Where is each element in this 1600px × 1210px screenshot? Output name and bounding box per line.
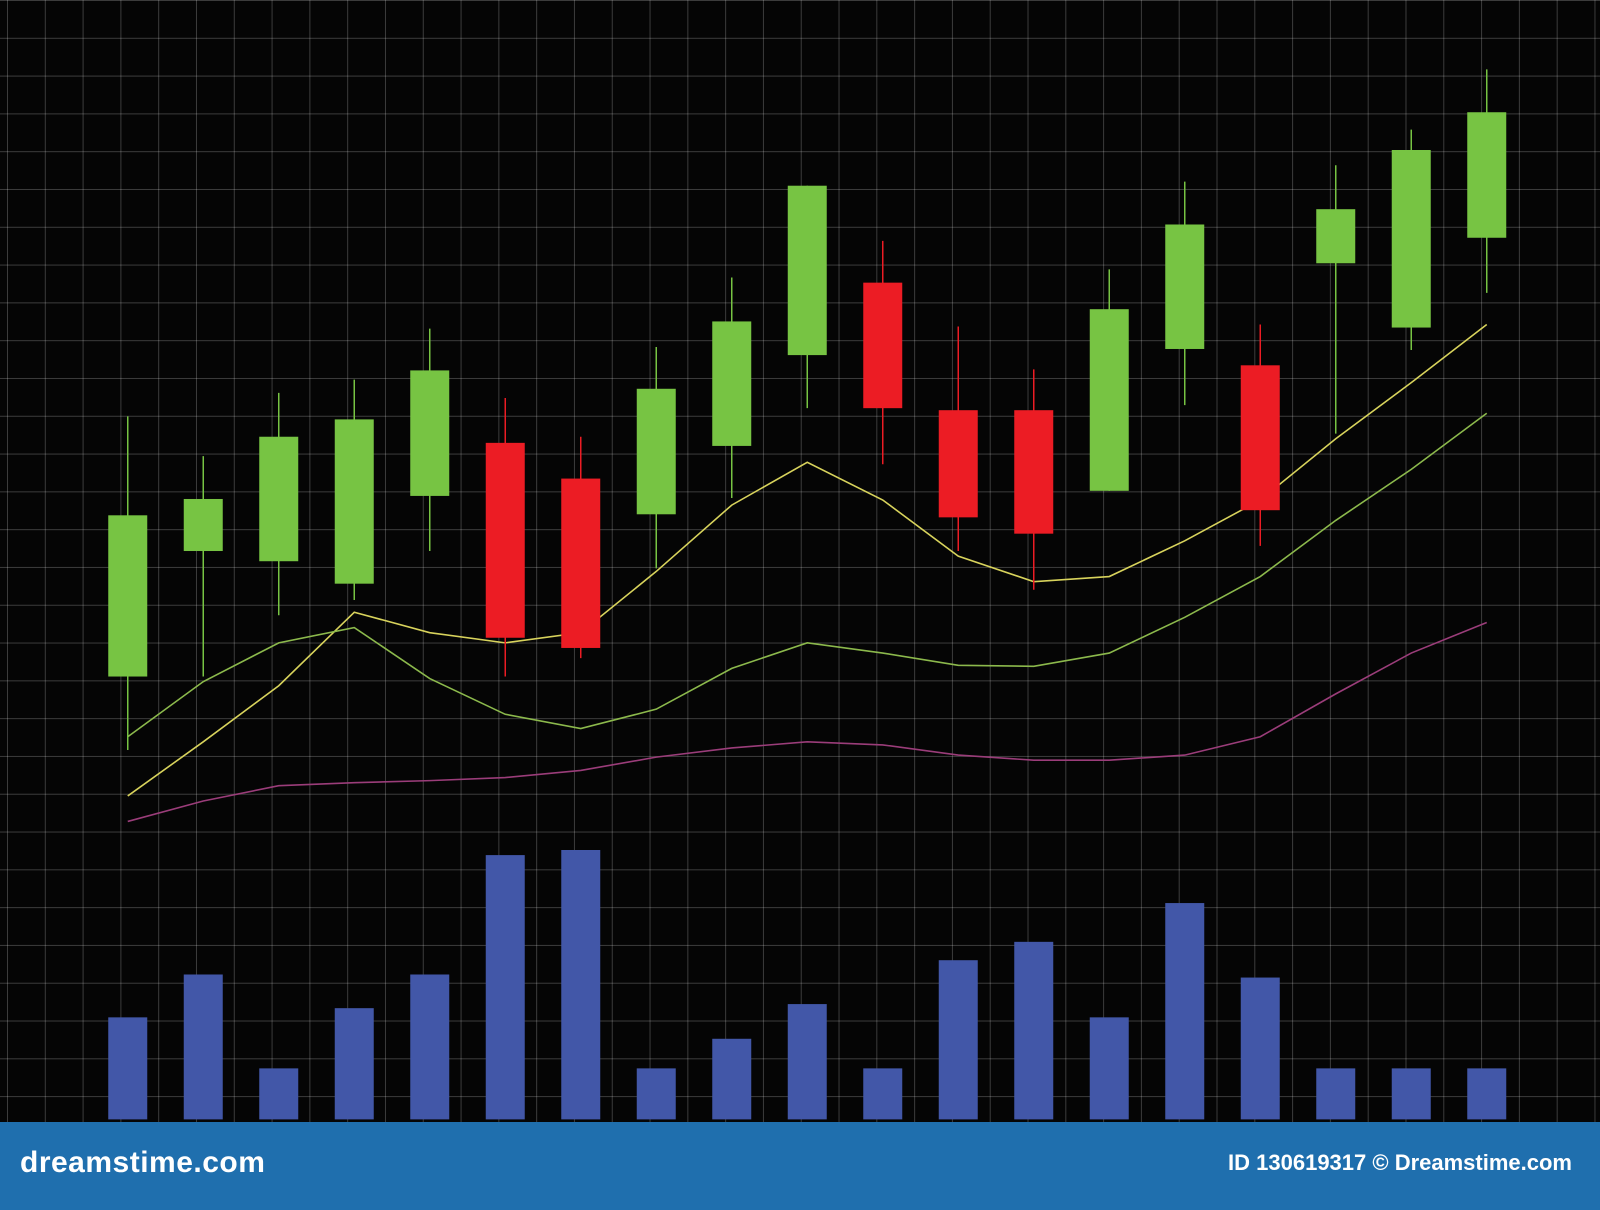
volume-bar — [485, 855, 525, 1120]
volume-bar — [410, 974, 450, 1120]
footer: dreamstime.com ID 130619317 © Dreamstime… — [0, 1122, 1600, 1210]
volume-bar — [1467, 1068, 1507, 1120]
candle-body — [1014, 410, 1054, 534]
volume-bar — [1014, 941, 1054, 1120]
site-name: dreamstime.com — [20, 1146, 266, 1179]
volume-bar — [1165, 903, 1205, 1120]
volume-bar — [1391, 1068, 1431, 1120]
volume-bar — [183, 974, 223, 1120]
volume-bar — [863, 1068, 903, 1120]
candle-body — [1316, 209, 1356, 264]
volume-bar — [334, 1008, 374, 1120]
candle-body — [1467, 112, 1507, 238]
candle-body — [712, 321, 752, 446]
volume-bar — [1316, 1068, 1356, 1120]
chart — [108, 69, 1507, 1120]
candle-body — [938, 410, 978, 518]
volume-bar — [636, 1068, 676, 1120]
candle-body — [1240, 365, 1280, 511]
candle-body — [561, 478, 601, 648]
candle-body — [863, 282, 903, 409]
candle-body — [1089, 309, 1129, 491]
candle-body — [108, 515, 148, 677]
candle-body — [1165, 224, 1205, 349]
volume-bar — [1240, 977, 1280, 1120]
candle-body — [636, 388, 676, 515]
volume-bar — [561, 850, 601, 1120]
moving-average-line — [127, 621, 1488, 823]
candle-body — [485, 442, 525, 638]
candle-body — [1391, 150, 1431, 328]
credit: ID 130619317 © Dreamstime.com — [1228, 1150, 1572, 1175]
candle-body — [787, 185, 827, 356]
volume-bar — [259, 1068, 299, 1120]
candle-body — [334, 419, 374, 584]
volume-bar — [108, 1017, 148, 1120]
volume-bar — [787, 1004, 827, 1120]
volume-bar — [712, 1038, 752, 1120]
candle-body — [410, 370, 450, 496]
candle-body — [259, 436, 299, 562]
volume-bar — [938, 960, 978, 1120]
moving-average-line — [127, 412, 1488, 738]
candle-body — [183, 498, 223, 552]
volume-bar — [1089, 1017, 1129, 1120]
